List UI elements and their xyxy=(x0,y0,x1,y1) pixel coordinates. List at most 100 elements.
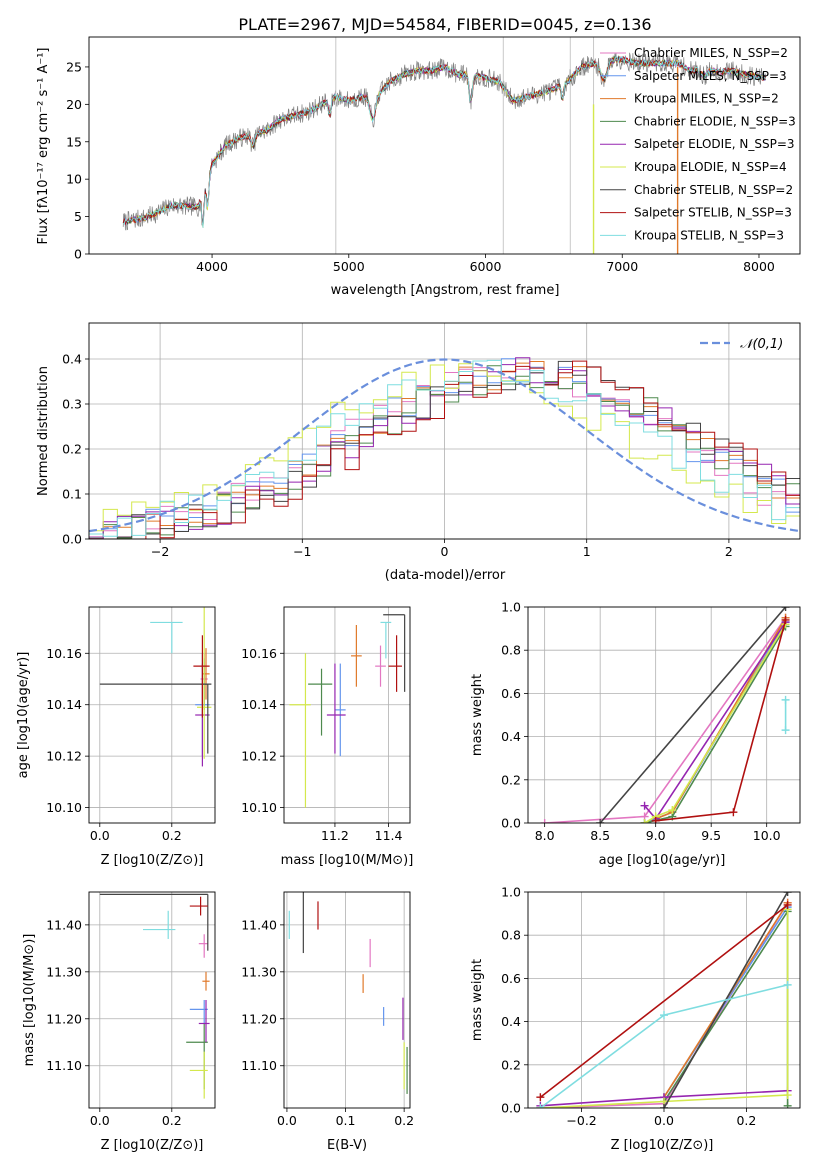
residuals-plot-area xyxy=(89,357,800,539)
spectrum-legend-label-8: Kroupa STELIB, N_SSP=3 xyxy=(634,228,784,242)
residuals-y-label: Normed distribution xyxy=(36,366,51,496)
age_vs_Z-axes-frame xyxy=(88,606,216,824)
spectrum-xtick-label-0: 4000 xyxy=(196,259,228,274)
mass_vs_Z-point-salpeter_stelib xyxy=(189,896,208,916)
massweight_vs_age-marker-4-0 xyxy=(640,801,649,810)
age_vs_mass-xtick-label-1: 11.4 xyxy=(375,828,403,843)
age_vs_mass-ytick-label-0: 10.10 xyxy=(241,800,277,815)
spectrum-panel: 4000 5000 6000 7000 8000 0 5 10 15 20 25 wavelength… xyxy=(36,36,801,298)
mass_vs_ebv-ytick-label-0: 11.10 xyxy=(241,1058,277,1073)
spectrum-ytick-label-3: 15 xyxy=(66,134,82,149)
massweight_vs_age-ytick-label-2: 0.4 xyxy=(501,729,521,744)
massweight_vs_Z-x-label: Z [log10(Z/Z⊙)] xyxy=(611,1138,714,1153)
age_vs_mass-point-kroupa_stelib xyxy=(380,621,392,659)
spectrum-legend: Chabrier MILES, N_SSP=2 Salpeter MILES, N… xyxy=(600,46,796,242)
massweight_vs_Z-line-salpeter_stelib xyxy=(539,904,789,1098)
spectrum-legend-label-4: Salpeter ELODIE, N_SSP=3 xyxy=(634,137,795,151)
massweight_vs_age-ytick-label-4: 0.8 xyxy=(501,643,521,658)
age_vs_Z-point-kroupa_miles xyxy=(202,648,210,700)
figure-title: PLATE=2967, MJD=54584, FIBERID=0045, z=0… xyxy=(238,15,651,34)
massweight_vs_age-marker-7-2 xyxy=(781,615,790,624)
massweight_vs_age-marker-5-2 xyxy=(668,806,677,815)
massweight_vs_age-xtick-label-3: 9.5 xyxy=(701,828,721,843)
residuals-axes-frame xyxy=(88,322,801,540)
residuals-ytick-label-0: 0.0 xyxy=(62,532,82,547)
massweight_vs_Z-marker-8-0 xyxy=(536,1104,545,1108)
age_vs_mass-ytick-label-1: 10.12 xyxy=(241,749,277,764)
massweight_vs_Z-ytick-label-4: 0.8 xyxy=(501,928,521,943)
spectrum-legend-label-1: Salpeter MILES, N_SSP=3 xyxy=(634,69,787,83)
age_vs_mass-point-chabrier_miles xyxy=(375,645,386,687)
residuals-ytick-label-3: 0.3 xyxy=(62,397,82,412)
age_vs_mass-ytick-label-2: 10.14 xyxy=(241,697,277,712)
mass_vs_Z-point-salpeter_miles xyxy=(189,1000,208,1024)
massweight_vs_Z-xtick-label-1: 0.0 xyxy=(654,1113,674,1128)
age_vs_Z-x-label: Z [log10(Z/Z⊙)] xyxy=(101,853,204,868)
mass_vs_Z-y-label: mass [log10(M/M⊙)] xyxy=(22,934,37,1067)
massweight_vs_age-axes-frame xyxy=(527,606,801,824)
mass_vs_Z-plot-area xyxy=(99,893,210,1099)
spectrum-plot-area xyxy=(122,37,767,254)
age_vs_Z-ytick-label-1: 10.12 xyxy=(46,749,82,764)
spectrum-ytick-label-0: 0 xyxy=(74,247,82,262)
mass_vs_ebv-ytick-label-3: 11.40 xyxy=(241,917,277,932)
spectrum-y-label: Flux [fλ10⁻¹⁷ erg cm⁻² s⁻¹ A⁻¹] xyxy=(36,48,51,245)
massweight_vs_age-ytick-label-3: 0.6 xyxy=(501,686,521,701)
mass_vs_Z-xtick-label-1: 0.2 xyxy=(162,1113,182,1128)
spectrum-x-label: wavelength [Angstrom, rest frame] xyxy=(331,283,560,298)
age_vs_mass-point-salpeter_miles xyxy=(334,663,346,757)
massweight_vs_age-marker-7-1 xyxy=(729,808,738,817)
massweight_vs_age-marker-0-0 xyxy=(540,819,549,823)
mass-vs-ebv-panel: 0.0 0.1 0.2 11.10 11.20 11.30 11.40 E(B-V) xyxy=(241,891,414,1153)
residuals-panel: −2 −1 0 1 2 0.0 0.1 0.2 0.3 0.4 (data-model)/error… xyxy=(36,322,801,583)
mass_vs_Z-ytick-label-1: 11.20 xyxy=(46,1011,82,1026)
massweight_vs_Z-ytick-label-0: 0.0 xyxy=(501,1101,521,1116)
mass_vs_Z-ytick-label-2: 11.30 xyxy=(46,964,82,979)
massweight_vs_age-xtick-label-1: 8.5 xyxy=(590,828,610,843)
age_vs_Z-point-kroupa_stelib xyxy=(150,621,183,654)
spectrum-axes-frame xyxy=(88,36,801,255)
mass_vs_ebv-xtick-label-0: 0.0 xyxy=(277,1113,297,1128)
residual-hist-kroupa_elodie xyxy=(89,363,800,532)
age_vs_mass-axes-frame xyxy=(283,606,411,824)
massweight_vs_Z-xtick-label-2: 0.2 xyxy=(736,1113,756,1128)
massweight_vs_Z-plot-area xyxy=(536,892,792,1108)
massweight_vs_age-marker-8-1 xyxy=(781,695,790,704)
spectrum-model-salpeter_stelib xyxy=(122,56,766,226)
spectrum-legend-label-7: Salpeter STELIB, N_SSP=3 xyxy=(634,206,792,220)
mass_vs_ebv-xtick-label-2: 0.2 xyxy=(394,1113,414,1128)
mass_vs_Z-point-kroupa_elodie xyxy=(189,1051,208,1099)
massweight_vs_age-line-salpeter_miles xyxy=(644,621,787,823)
massweight_vs_age-line-kroupa_elodie xyxy=(644,623,787,823)
spectrum-ytick-label-5: 25 xyxy=(66,59,82,74)
mass_vs_ebv-axes-frame xyxy=(283,891,411,1109)
mass_vs_ebv-xtick-label-1: 0.1 xyxy=(336,1113,356,1128)
age_vs_Z-plot-area xyxy=(99,607,212,767)
massweight_vs_age-marker-5-0 xyxy=(640,819,649,823)
residuals-ytick-label-1: 0.1 xyxy=(62,487,82,502)
spectrum-xtick-label-1: 5000 xyxy=(333,259,365,274)
massweight_vs_Z-marker-5-2 xyxy=(783,1091,792,1100)
mass_vs_Z-xtick-label-0: 0.0 xyxy=(90,1113,110,1128)
massweight_vs_Z-marker-8-1 xyxy=(660,1011,668,1020)
massweight_vs_Z-marker-6-0 xyxy=(660,1104,668,1108)
residuals-xtick-label-3: 1 xyxy=(583,544,591,559)
spectrum-xtick-label-4: 8000 xyxy=(743,259,775,274)
massweight_vs_age-line-chabrier_elodie xyxy=(644,625,787,823)
mass_vs_Z-point-kroupa_miles xyxy=(202,971,210,991)
spectrum-legend-label-6: Chabrier STELIB, N_SSP=2 xyxy=(634,183,793,197)
spectrum-legend-label-5: Kroupa ELODIE, N_SSP=4 xyxy=(634,160,787,174)
massweight_vs_Z-marker-8-2 xyxy=(783,980,792,989)
spectrum-legend-label-0: Chabrier MILES, N_SSP=2 xyxy=(634,46,788,60)
spectrum-xtick-label-3: 7000 xyxy=(606,259,638,274)
age_vs_Z-point-salpeter_stelib xyxy=(193,635,210,718)
age_vs_Z-point-chabrier_stelib xyxy=(99,683,212,754)
massweight_vs_age-x-label: age [log10(age/yr)] xyxy=(599,853,726,868)
spectrum-xtick-label-2: 6000 xyxy=(470,259,502,274)
age_vs_Z-ytick-label-3: 10.16 xyxy=(46,646,82,661)
age_vs_mass-x-label: mass [log10(M/M⊙)] xyxy=(281,853,414,868)
mass_vs_Z-ytick-label-3: 11.40 xyxy=(46,917,82,932)
massweight_vs_Z-ytick-label-2: 0.4 xyxy=(501,1014,521,1029)
massweight_vs_Z-ytick-label-5: 1.0 xyxy=(501,885,521,900)
